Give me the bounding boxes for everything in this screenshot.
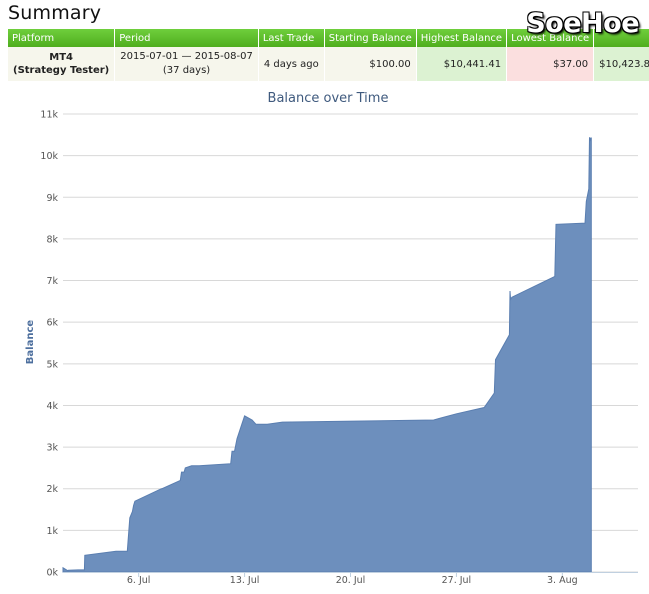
header-highest-balance: Highest Balance [416,29,508,47]
highest-balance-cell: $10,441.41 [416,47,508,81]
y-tick-label: 4k [46,401,58,412]
header-period: Period [114,29,259,47]
area-layer [62,137,592,573]
header-starting-balance: Starting Balance [324,29,417,47]
platform-name: MT4 [49,52,73,63]
y-tick-label: 10k [40,151,58,162]
header-platform: Platform [8,29,116,47]
y-tick-label: 9k [46,193,58,204]
summary-table: Platform Period Last Trade Starting Bala… [8,29,649,81]
starting-balance-cell: $100.00 [324,47,417,81]
y-tick-label: 3k [46,443,58,454]
chart-title: Balance over Time [268,91,389,106]
period-days: (37 days) [162,65,211,76]
header-current-balance [593,29,649,47]
y-tick-label: 6k [46,318,58,329]
y-tick-label: 7k [46,276,58,287]
y-axis-label: Balance [25,320,36,365]
x-tick-label: 6. Jul [127,575,151,586]
y-tick-label: 1k [46,526,58,537]
last-trade-cell: 4 days ago [258,47,325,81]
y-tick-label: 8k [46,234,58,245]
brand-logo: SoeHoe [526,8,639,39]
period-range: 2015-07-01 — 2015-08-07 [120,51,253,62]
y-tick-label: 5k [46,359,58,370]
x-tick-label: 3. Aug [547,575,578,586]
x-tick-label: 13. Jul [230,575,260,586]
x-tick-label: 27. Jul [442,575,472,586]
y-tick-label: 11k [40,110,58,121]
period-cell: 2015-07-01 — 2015-08-07 (37 days) [114,47,259,81]
lowest-balance-cell: $37.00 [506,47,595,81]
header-last-trade: Last Trade [258,29,325,47]
y-tick-label: 0k [46,568,58,579]
platform-subtitle: (Strategy Tester) [13,65,110,76]
summary-data-row: MT4 (Strategy Tester) 2015-07-01 — 2015-… [8,47,649,81]
y-tick-label: 2k [46,484,58,495]
page-title: Summary [8,2,102,24]
header-lowest-balance: Lowest Balance [506,29,595,47]
current-balance-cell: $10,423.81 [593,47,649,81]
platform-cell: MT4 (Strategy Tester) [8,47,116,81]
x-tick-label: 20. Jul [336,575,366,586]
x-axis-ticks: 6. Jul 13. Jul 20. Jul 27. Jul 3. Aug [63,572,638,586]
y-axis-ticks: 0k 1k 2k 3k 4k 5k 6k 7k 8k 9k 10k 11k [40,110,58,579]
balance-area-series [62,137,592,573]
summary-header-row: Platform Period Last Trade Starting Bala… [8,29,649,47]
